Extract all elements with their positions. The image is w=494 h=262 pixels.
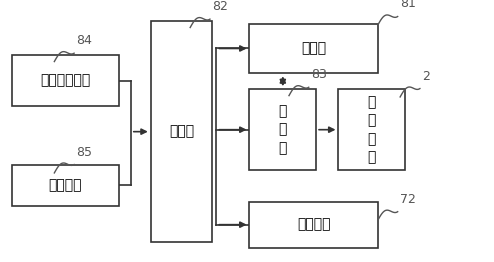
- Bar: [338, 89, 405, 170]
- Text: 82: 82: [212, 0, 228, 13]
- Text: 控制器: 控制器: [169, 125, 194, 139]
- Text: 2: 2: [422, 69, 430, 83]
- Text: 自
耗
电
极: 自 耗 电 极: [368, 95, 376, 164]
- Text: 83: 83: [311, 68, 327, 81]
- Bar: [249, 202, 378, 248]
- Text: 72: 72: [400, 193, 416, 206]
- Text: 暂停开关: 暂停开关: [49, 178, 82, 192]
- Text: 电流调节开关: 电流调节开关: [41, 74, 90, 88]
- Bar: [249, 89, 316, 170]
- Bar: [249, 24, 378, 73]
- Bar: [151, 21, 212, 242]
- Text: 交流电机: 交流电机: [297, 218, 330, 232]
- Bar: [12, 165, 119, 206]
- Text: 85: 85: [77, 145, 92, 159]
- Text: 81: 81: [400, 0, 416, 10]
- Text: 调
压
器: 调 压 器: [279, 104, 287, 155]
- Text: 变压器: 变压器: [301, 41, 326, 56]
- Bar: [12, 55, 119, 106]
- Text: 84: 84: [77, 34, 92, 47]
